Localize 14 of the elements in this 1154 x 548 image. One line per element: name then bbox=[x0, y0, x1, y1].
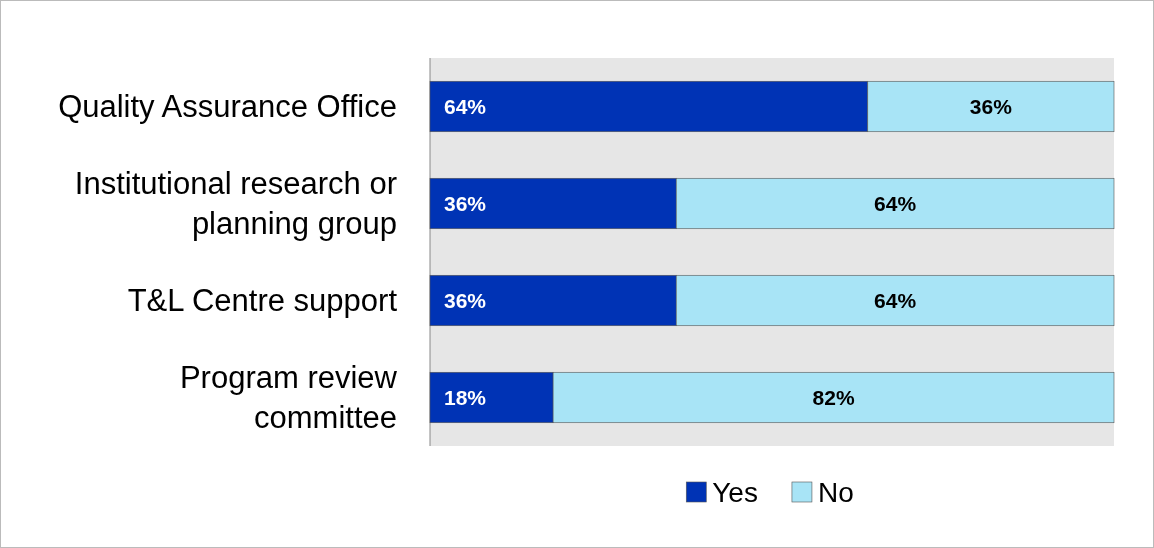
legend-label: No bbox=[817, 476, 854, 508]
data-label: 64% bbox=[874, 288, 917, 312]
data-label: 64% bbox=[444, 94, 487, 118]
data-label: 64% bbox=[874, 191, 917, 215]
data-label: 36% bbox=[444, 288, 487, 312]
data-label: 18% bbox=[444, 385, 487, 409]
data-label: 82% bbox=[812, 385, 855, 409]
legend-label: Yes bbox=[712, 476, 758, 508]
y-tick-label: T&L Centre support bbox=[127, 283, 398, 319]
data-label: 36% bbox=[969, 94, 1013, 118]
y-tick-label: Quality Assurance Office bbox=[58, 89, 397, 125]
data-label: 36% bbox=[444, 191, 487, 215]
y-tick-label: Institutional research or planning group bbox=[74, 166, 397, 242]
y-tick-label: Program review committee bbox=[179, 360, 398, 436]
